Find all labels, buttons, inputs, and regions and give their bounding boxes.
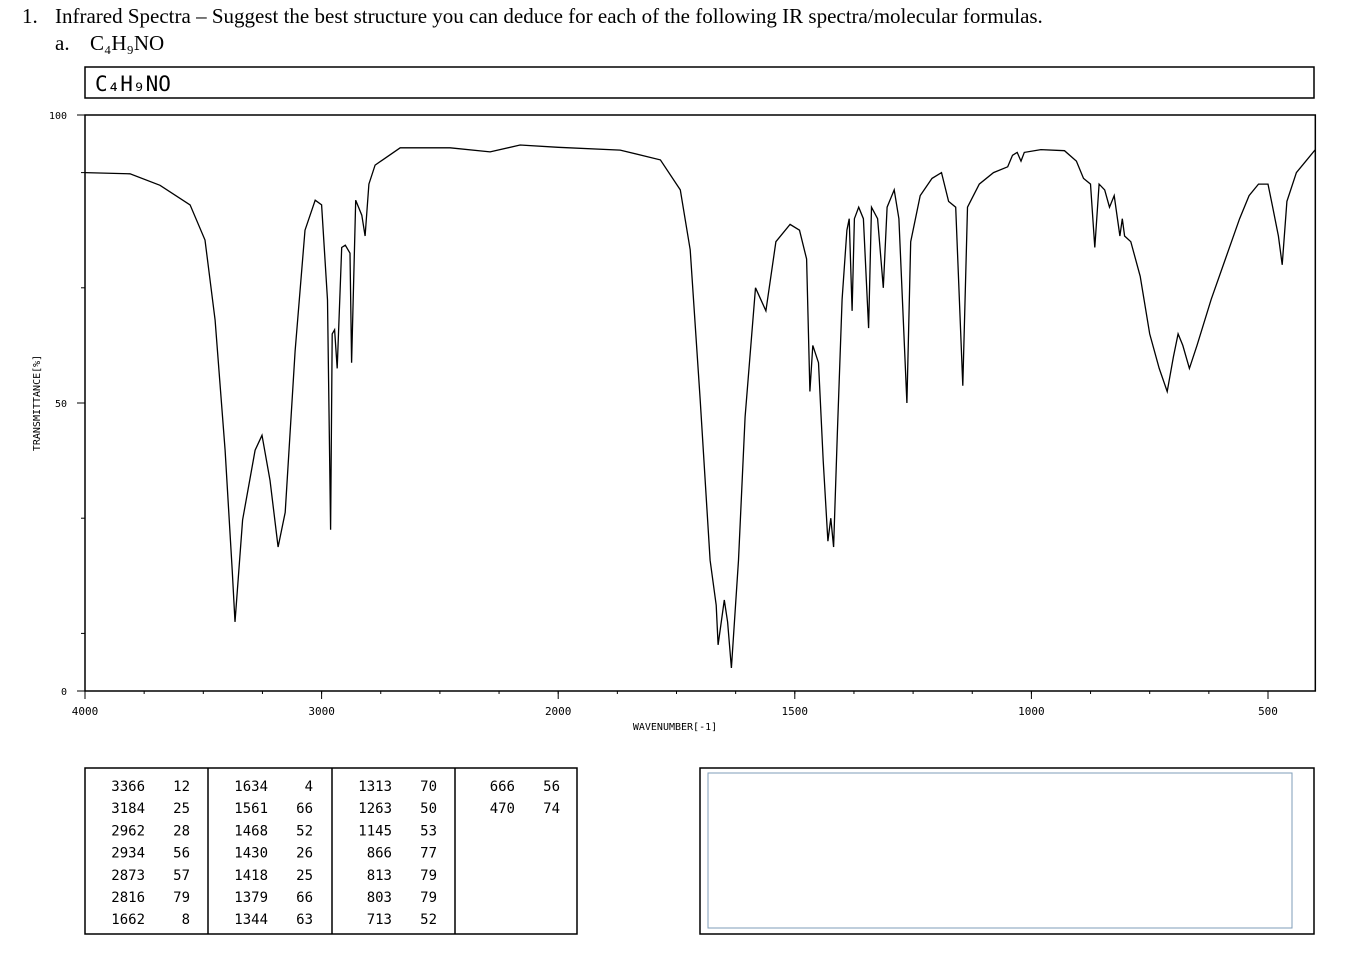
- peak-transmittance: 66: [296, 801, 313, 817]
- peak-wavenumber: 1263: [358, 801, 392, 817]
- formula: C₄H₉NO: [90, 31, 164, 55]
- peak-wavenumber: 2962: [111, 823, 145, 839]
- answer-input[interactable]: [707, 772, 1293, 929]
- chart-title: C₄H₉NO: [95, 72, 171, 96]
- peak-wavenumber: 1561: [234, 801, 268, 817]
- peak-wavenumber: 3184: [111, 801, 145, 817]
- peak-transmittance: 12: [173, 779, 190, 795]
- peak-transmittance: 66: [296, 890, 313, 906]
- peak-transmittance: 8: [182, 912, 190, 928]
- y-tick-label: 50: [55, 399, 67, 410]
- formula-box: [84, 66, 1315, 99]
- peak-transmittance: 4: [305, 779, 313, 795]
- peak-transmittance: 28: [173, 823, 190, 839]
- peak-wavenumber: 2873: [111, 868, 145, 884]
- peak-transmittance: 70: [420, 779, 437, 795]
- peak-wavenumber: 470: [490, 801, 515, 817]
- x-axis-label: WAVENUMBER[-1]: [633, 722, 717, 733]
- peak-transmittance: 74: [543, 801, 560, 817]
- peak-wavenumber: 1430: [234, 846, 268, 862]
- peak-transmittance: 52: [420, 912, 437, 928]
- x-tick-label: 500: [1258, 705, 1278, 718]
- peak-wavenumber: 713: [367, 912, 392, 928]
- peak-transmittance: 26: [296, 846, 313, 862]
- x-tick-label: 2000: [545, 705, 572, 718]
- peak-wavenumber: 866: [367, 846, 392, 862]
- y-axis-label: TRANSMITTANCE[%]: [32, 355, 43, 451]
- peak-wavenumber: 1379: [234, 890, 268, 906]
- spectrum-line: [84, 144, 1316, 669]
- peak-wavenumber: 2816: [111, 890, 145, 906]
- peak-wavenumber: 813: [367, 868, 392, 884]
- peak-transmittance: 79: [173, 890, 190, 906]
- peak-transmittance: 77: [420, 846, 437, 862]
- peak-transmittance: 79: [420, 890, 437, 906]
- x-tick-label: 1500: [782, 705, 809, 718]
- part-label: a.: [55, 31, 70, 55]
- peak-transmittance: 53: [420, 823, 437, 839]
- x-tick-label: 4000: [72, 705, 99, 718]
- question-title: Infrared Spectra – Suggest the best stru…: [55, 4, 1043, 28]
- peak-wavenumber: 1313: [358, 779, 392, 795]
- peak-wavenumber: 1344: [234, 912, 268, 928]
- peak-wavenumber: 666: [490, 779, 515, 795]
- peak-wavenumber: 1145: [358, 823, 392, 839]
- x-tick-label: 3000: [308, 705, 335, 718]
- peak-wavenumber: 1634: [234, 779, 268, 795]
- y-tick-label: 0: [61, 687, 67, 698]
- peak-wavenumber: 2934: [111, 846, 145, 862]
- peak-transmittance: 56: [543, 779, 560, 795]
- peak-wavenumber: 3366: [111, 779, 145, 795]
- peak-wavenumber: 1418: [234, 868, 268, 884]
- answer-box-frame: [699, 767, 1315, 935]
- peak-transmittance: 63: [296, 912, 313, 928]
- peak-transmittance: 25: [296, 868, 313, 884]
- question-number: 1.: [22, 4, 38, 28]
- peak-transmittance: 50: [420, 801, 437, 817]
- y-tick-label: 100: [49, 111, 67, 122]
- peak-wavenumber: 1468: [234, 823, 268, 839]
- peak-wavenumber: 803: [367, 890, 392, 906]
- peak-transmittance: 57: [173, 868, 190, 884]
- x-tick-label: 1000: [1018, 705, 1045, 718]
- peak-transmittance: 52: [296, 823, 313, 839]
- peak-wavenumber: 1662: [111, 912, 145, 928]
- peak-transmittance: 25: [173, 801, 190, 817]
- peak-transmittance: 56: [173, 846, 190, 862]
- peak-transmittance: 79: [420, 868, 437, 884]
- peak-table-frame: [84, 767, 578, 935]
